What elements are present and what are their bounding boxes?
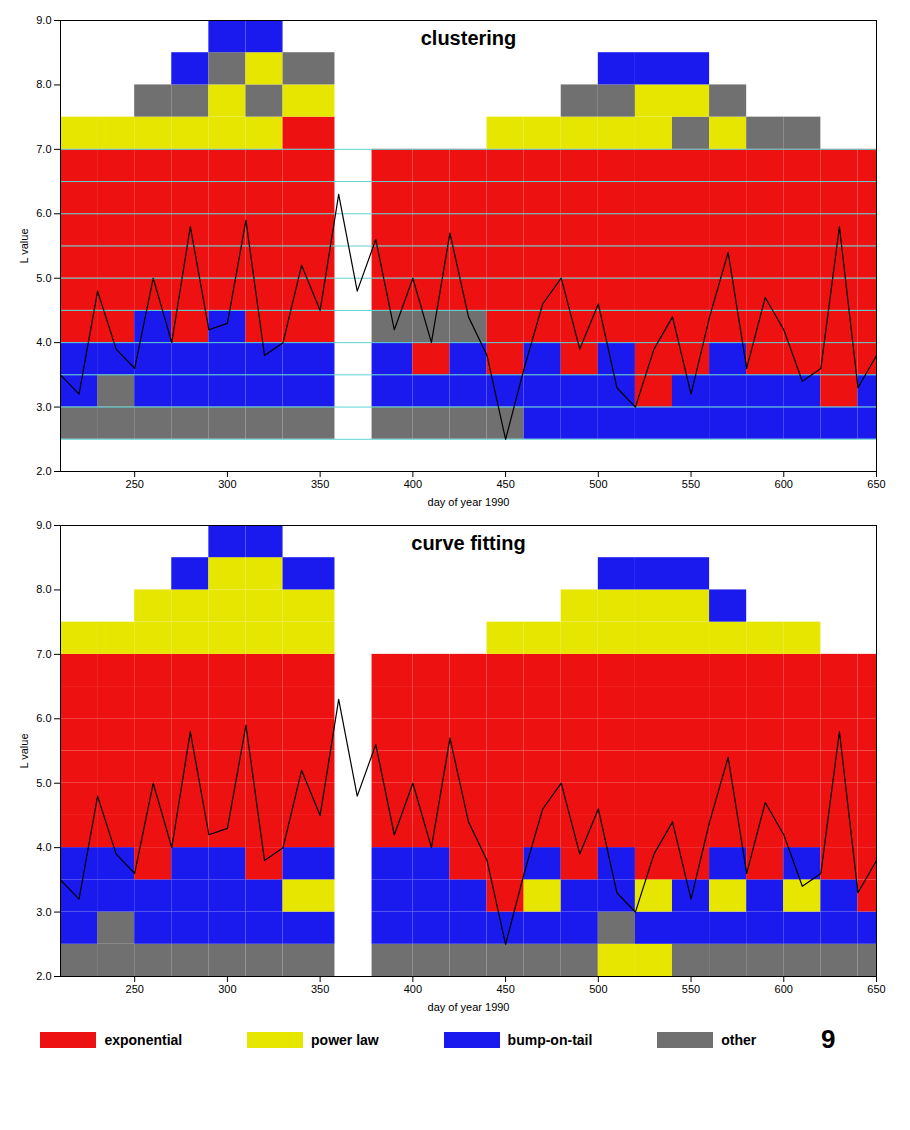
svg-text:L value: L value	[18, 228, 30, 263]
svg-text:day of year 1990: day of year 1990	[428, 496, 510, 508]
svg-text:550: 550	[682, 478, 700, 490]
svg-text:300: 300	[218, 983, 236, 995]
svg-text:4.0: 4.0	[36, 841, 51, 853]
svg-text:L value: L value	[18, 733, 30, 768]
svg-text:2.0: 2.0	[36, 465, 51, 477]
svg-text:350: 350	[311, 983, 329, 995]
html-text:power law: power law	[311, 1031, 379, 1048]
html-text:exponential: exponential	[104, 1031, 183, 1048]
svg-text:250: 250	[126, 983, 144, 995]
svg-text:9.0: 9.0	[36, 14, 51, 26]
html-text:other: other	[721, 1031, 757, 1048]
svg-text:250: 250	[126, 478, 144, 490]
svg-text:600: 600	[775, 478, 793, 490]
svg-text:6.0: 6.0	[36, 712, 51, 724]
svg-text:8.0: 8.0	[36, 583, 51, 595]
svg-text:600: 600	[775, 983, 793, 995]
svg-text:4.0: 4.0	[36, 336, 51, 348]
svg-text:8.0: 8.0	[36, 78, 51, 90]
svg-text:5.0: 5.0	[36, 777, 51, 789]
html-text:bump-on-tail: bump-on-tail	[507, 1031, 593, 1048]
svg-text:400: 400	[404, 983, 422, 995]
svg-text:450: 450	[496, 983, 514, 995]
svg-text:6.0: 6.0	[36, 207, 51, 219]
svg-text:7.0: 7.0	[36, 648, 51, 660]
svg-text:3.0: 3.0	[36, 401, 51, 413]
svg-text:500: 500	[589, 478, 607, 490]
svg-text:400: 400	[404, 478, 422, 490]
svg-text:450: 450	[496, 478, 514, 490]
svg-text:9.0: 9.0	[36, 519, 51, 531]
svg-text:5.0: 5.0	[36, 272, 51, 284]
svg-text:3.0: 3.0	[36, 906, 51, 918]
svg-text:curve fitting: curve fitting	[411, 532, 525, 554]
svg-text:2.0: 2.0	[36, 970, 51, 982]
svg-text:550: 550	[682, 983, 700, 995]
html-text:9: 9	[821, 1024, 836, 1054]
svg-text:650: 650	[867, 478, 885, 490]
svg-text:500: 500	[589, 983, 607, 995]
svg-text:day of year 1990: day of year 1990	[428, 1001, 510, 1013]
svg-text:7.0: 7.0	[36, 143, 51, 155]
svg-text:650: 650	[867, 983, 885, 995]
svg-text:300: 300	[218, 478, 236, 490]
svg-text:clustering: clustering	[421, 27, 517, 49]
svg-text:350: 350	[311, 478, 329, 490]
